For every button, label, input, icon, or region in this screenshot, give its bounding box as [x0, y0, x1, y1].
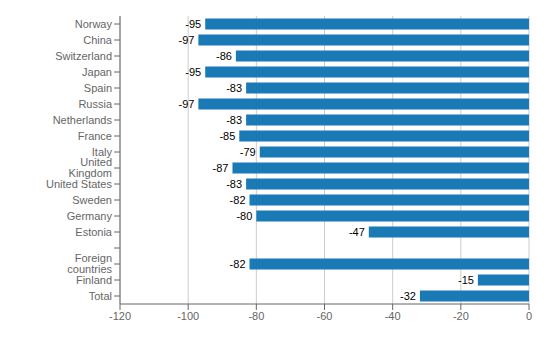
svg-text:-86: -86 [216, 50, 232, 62]
svg-text:-83: -83 [226, 178, 242, 190]
svg-text:-80: -80 [236, 210, 252, 222]
svg-text:Switzerland: Switzerland [55, 50, 112, 62]
svg-text:-82: -82 [230, 194, 246, 206]
svg-text:Sweden: Sweden [72, 194, 112, 206]
svg-text:-83: -83 [226, 82, 242, 94]
svg-text:Spain: Spain [84, 82, 112, 94]
svg-text:Italy: Italy [91, 145, 112, 158]
svg-text:-82: -82 [230, 258, 246, 270]
svg-text:-32: -32 [400, 290, 416, 302]
svg-text:-60: -60 [317, 310, 333, 322]
svg-text:Norway: Norway [75, 18, 113, 30]
svg-text:Germany: Germany [67, 210, 113, 222]
svg-text:-85: -85 [219, 130, 235, 142]
svg-text:-47: -47 [349, 226, 365, 238]
svg-text:United States: United States [46, 178, 113, 190]
svg-text:Foreigncountries: Foreigncountries [67, 252, 112, 275]
svg-text:Japan: Japan [82, 66, 112, 78]
svg-text:Russia: Russia [78, 98, 113, 110]
svg-text:Netherlands: Netherlands [53, 114, 113, 126]
svg-text:-97: -97 [178, 34, 194, 46]
svg-text:-79: -79 [240, 146, 256, 158]
svg-text:China: China [83, 34, 113, 46]
svg-text:Total: Total [89, 290, 112, 302]
svg-text:Estonia: Estonia [75, 226, 113, 238]
svg-text:France: France [78, 130, 112, 142]
svg-text:0: 0 [526, 310, 532, 322]
svg-text:-15: -15 [458, 274, 474, 286]
svg-text:-87: -87 [213, 162, 229, 174]
svg-text:-100: -100 [177, 310, 199, 322]
svg-text:UnitedKingdom: UnitedKingdom [69, 156, 112, 179]
svg-text:-20: -20 [453, 310, 469, 322]
svg-text:-97: -97 [178, 98, 194, 110]
svg-text:-95: -95 [185, 66, 201, 78]
svg-text:-80: -80 [248, 310, 264, 322]
svg-text:-95: -95 [185, 18, 201, 30]
svg-text:-40: -40 [385, 310, 401, 322]
svg-text:-120: -120 [109, 310, 131, 322]
svg-text:-83: -83 [226, 114, 242, 126]
svg-text:Finland: Finland [76, 274, 112, 286]
